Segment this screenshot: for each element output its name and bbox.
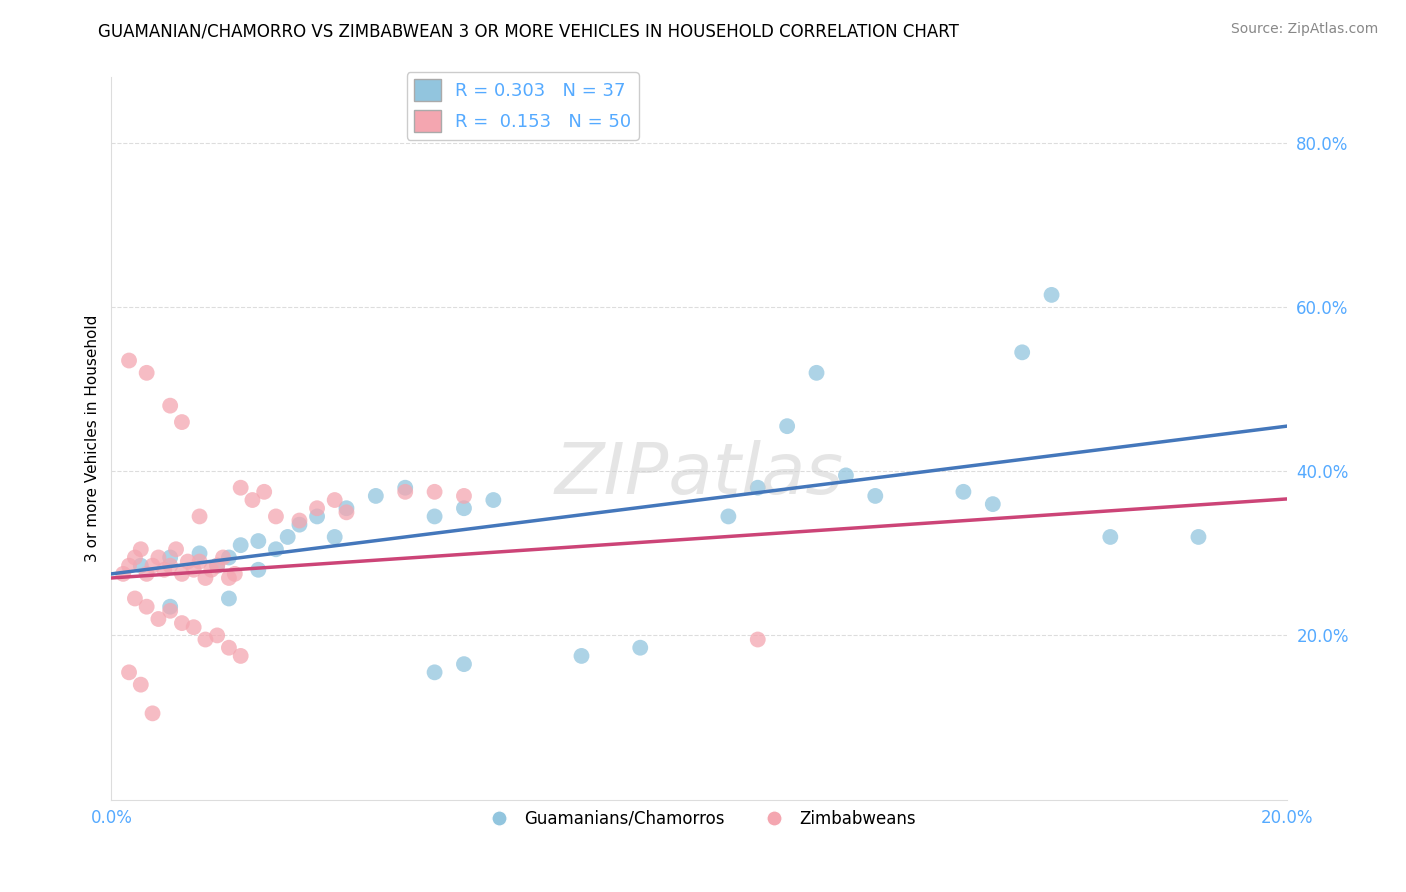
Point [124,591,146,606]
Point [205,558,228,573]
Point [188,555,211,569]
Point [205,628,228,642]
Point [118,353,141,368]
Point [188,546,211,560]
Point [323,530,346,544]
Point [170,415,193,429]
Point [153,563,176,577]
Point [159,399,181,413]
Point [571,648,593,663]
Point [423,509,446,524]
Point [277,530,299,544]
Point [188,509,211,524]
Point [218,550,240,565]
Point [218,591,240,606]
Point [307,509,329,524]
Point [482,493,505,508]
Point [224,566,246,581]
Point [212,550,235,565]
Point [229,538,252,552]
Point [453,657,475,672]
Point [177,555,200,569]
Point [229,481,252,495]
Point [129,542,152,557]
Point [129,678,152,692]
Point [159,558,181,573]
Point [288,514,311,528]
Point [124,550,146,565]
Point [194,571,217,585]
Point [628,640,651,655]
Point [981,497,1004,511]
Point [229,648,252,663]
Point [141,706,163,721]
Text: ZIPatlas: ZIPatlas [554,440,844,509]
Point [141,558,163,573]
Point [776,419,799,434]
Point [423,484,446,499]
Point [112,566,135,581]
Point [264,509,287,524]
Point [364,489,387,503]
Point [1011,345,1033,359]
Point [165,542,187,557]
Point [453,501,475,516]
Point [118,558,141,573]
Point [183,563,205,577]
Point [118,665,141,680]
Point [335,505,357,519]
Point [806,366,828,380]
Point [394,481,416,495]
Point [148,612,170,626]
Point [159,604,181,618]
Point [307,501,329,516]
Point [218,571,240,585]
Point [247,534,270,549]
Point [170,566,193,581]
Point [170,616,193,631]
Point [264,542,287,557]
Point [1099,530,1122,544]
Point [135,599,157,614]
Point [835,468,858,483]
Point [129,558,152,573]
Point [135,566,157,581]
Text: Source: ZipAtlas.com: Source: ZipAtlas.com [1230,22,1378,37]
Point [453,489,475,503]
Point [159,550,181,565]
Text: GUAMANIAN/CHAMORRO VS ZIMBABWEAN 3 OR MORE VEHICLES IN HOUSEHOLD CORRELATION CHA: GUAMANIAN/CHAMORRO VS ZIMBABWEAN 3 OR MO… [98,22,959,40]
Point [717,509,740,524]
Point [194,632,217,647]
Point [148,550,170,565]
Point [253,484,276,499]
Point [218,640,240,655]
Point [865,489,887,503]
Point [1187,530,1209,544]
Point [323,493,346,508]
Point [200,563,222,577]
Point [159,599,181,614]
Point [205,558,228,573]
Point [335,501,357,516]
Point [242,493,264,508]
Point [747,481,769,495]
Point [394,484,416,499]
Point [135,366,157,380]
Point [423,665,446,680]
Point [747,632,769,647]
Point [183,620,205,634]
Legend: Guamanians/Chamorros, Zimbabweans: Guamanians/Chamorros, Zimbabweans [475,803,922,835]
Point [952,484,974,499]
Y-axis label: 3 or more Vehicles in Household: 3 or more Vehicles in Household [86,315,100,562]
Point [1040,288,1063,302]
Point [247,563,270,577]
Point [288,517,311,532]
